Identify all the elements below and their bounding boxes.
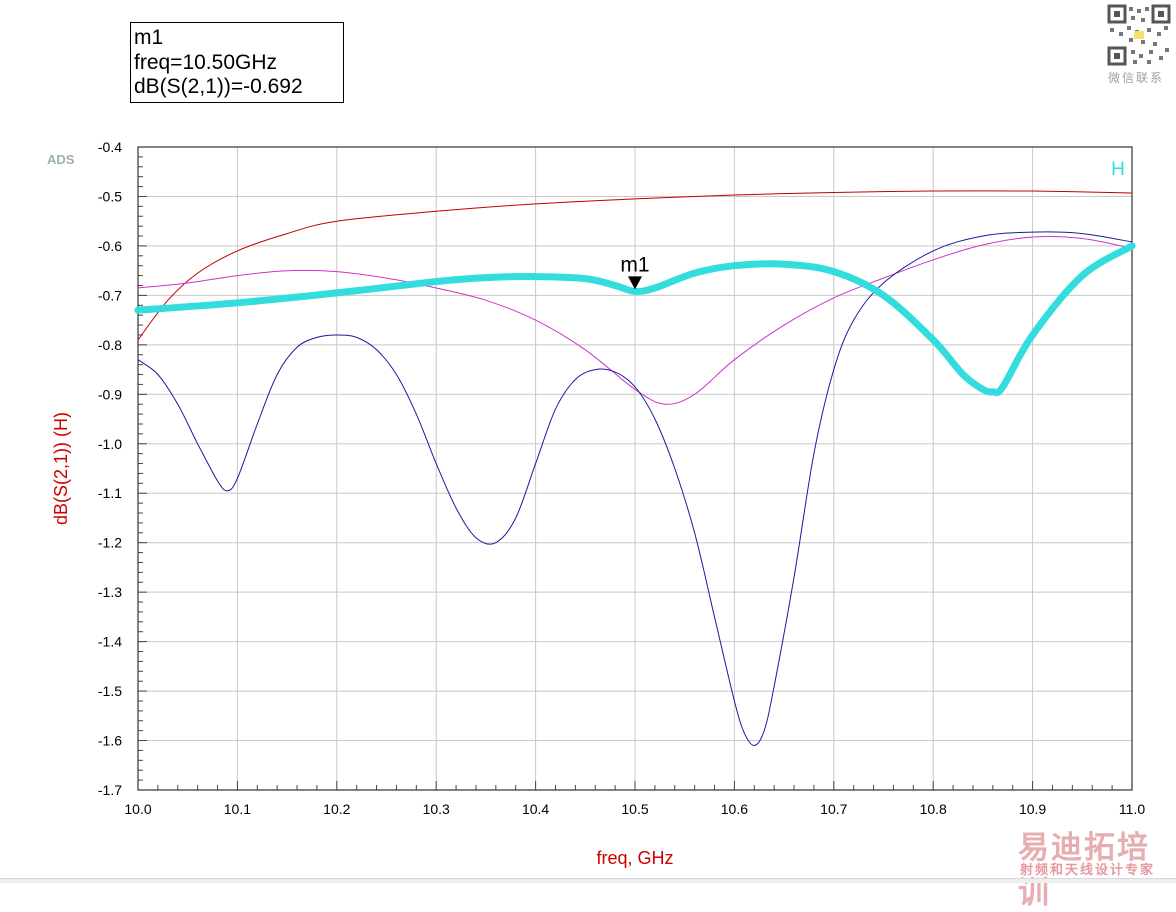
y-tick-label: -1.4 (98, 634, 122, 650)
qr-caption: 微信联系 (1108, 71, 1165, 85)
x-tick-label: 10.7 (820, 801, 847, 817)
x-tick-label: 11.0 (1119, 801, 1145, 817)
y-tick-label: -1.5 (98, 683, 122, 699)
y-tick-label: -0.9 (98, 386, 122, 402)
series-line-2 (137, 231, 1133, 746)
y-tick-label: -1.2 (98, 535, 122, 551)
series-line-h (134, 242, 1136, 397)
chart-plot: 10.0 10.1 10.2 10.3 10.4 10.5 10.6 10.7 10.8 10.9… (51, 139, 1145, 868)
x-tick-label: 10.5 (621, 801, 648, 817)
y-tick-label: -0.6 (98, 238, 122, 254)
marker-value: dB(S(2,1))=-0.692 (134, 75, 303, 98)
x-tick-label: 10.2 (323, 801, 350, 817)
ads-logo: ADS (47, 152, 75, 167)
y-axis-label: dB(S(2,1)) (H) (51, 412, 71, 525)
marker-readout-box: m1 freq=10.50GHz dB(S(2,1))=-0.692 (130, 22, 344, 103)
x-tick-label: 10.9 (1019, 801, 1046, 817)
x-tick-label: 10.3 (423, 801, 450, 817)
marker-label: m1 (620, 253, 649, 276)
x-tick-label: 10.4 (522, 801, 549, 817)
y-tick-label: -0.8 (98, 337, 122, 353)
y-tick-label: -0.7 (98, 287, 122, 303)
y-tick-label: -0.5 (98, 188, 122, 204)
x-tick-label: 10.0 (124, 801, 151, 817)
y-tick-label: -1.3 (98, 584, 122, 600)
series-line-0 (137, 190, 1133, 341)
x-tick-label: 10.6 (721, 801, 748, 817)
marker-freq: freq=10.50GHz (134, 50, 278, 74)
legend-label: H (1111, 159, 1125, 180)
x-axis-label: freq, GHz (596, 848, 673, 868)
y-tick-label: -0.4 (98, 139, 122, 155)
y-tick-label: -1.1 (98, 485, 122, 501)
plot-frame (137, 146, 1133, 791)
brand-subtitle: 射频和天线设计专家 (1020, 862, 1156, 877)
y-tick-label: -1.6 (98, 733, 122, 749)
marker-triangle (628, 276, 642, 290)
marker-name: m1 (134, 26, 164, 49)
series-line-1 (137, 235, 1133, 405)
window-bottom-bar (0, 878, 1176, 883)
y-tick-label: -1.7 (98, 782, 122, 798)
qr-code-icon (1107, 4, 1171, 66)
x-tick-label: 10.8 (920, 801, 947, 817)
x-tick-label: 10.1 (224, 801, 251, 817)
y-tick-label: -1.0 (98, 436, 122, 452)
